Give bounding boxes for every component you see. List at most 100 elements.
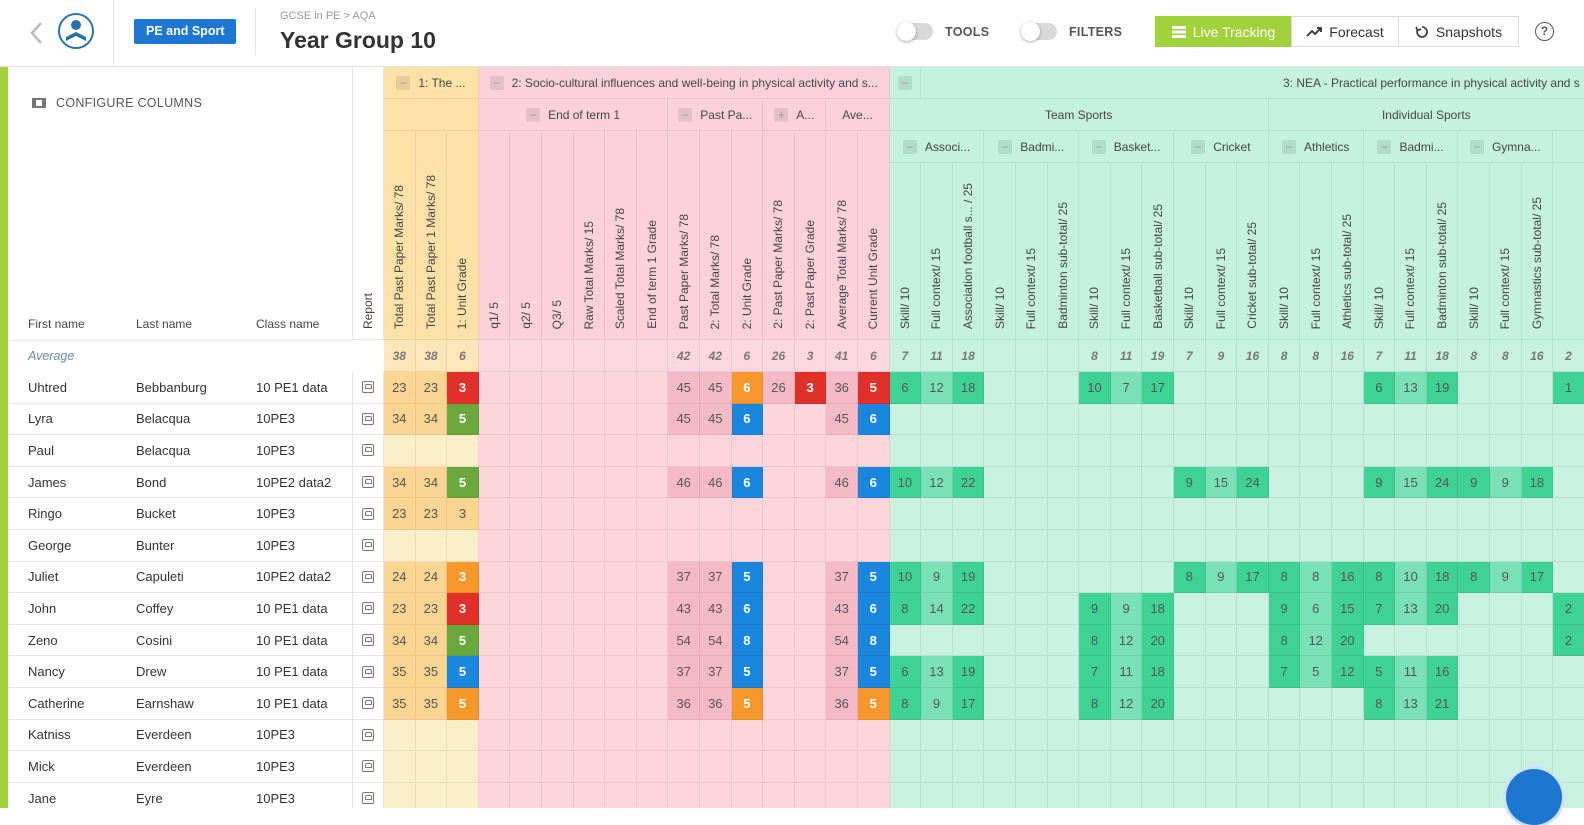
score-cell[interactable] — [858, 498, 890, 530]
score-cell[interactable] — [1237, 782, 1269, 808]
score-cell[interactable] — [1490, 656, 1522, 688]
score-cell[interactable] — [1047, 561, 1080, 594]
score-cell[interactable] — [1300, 372, 1332, 404]
score-cell[interactable] — [1110, 435, 1143, 467]
group-header[interactable]: −1: The ... — [384, 67, 479, 99]
score-cell[interactable] — [605, 624, 637, 657]
score-cell[interactable] — [1458, 435, 1490, 467]
score-cell[interactable] — [1047, 719, 1080, 752]
score-cell[interactable] — [384, 782, 416, 808]
score-cell[interactable] — [1205, 782, 1238, 808]
score-cell[interactable]: 11 — [1110, 656, 1143, 688]
score-cell[interactable]: 14 — [921, 593, 953, 625]
score-cell[interactable] — [921, 435, 953, 467]
filters-toggle[interactable] — [1021, 22, 1057, 41]
score-cell[interactable] — [1079, 530, 1111, 562]
score-cell[interactable] — [636, 593, 669, 625]
score-cell[interactable] — [573, 498, 606, 530]
score-cell[interactable] — [636, 435, 669, 467]
score-cell[interactable] — [573, 751, 606, 783]
score-cell[interactable] — [1363, 782, 1396, 808]
report-button[interactable] — [352, 372, 384, 404]
score-cell[interactable]: 7 — [1268, 656, 1301, 688]
score-cell[interactable] — [605, 782, 637, 808]
score-cell[interactable]: 6 — [731, 466, 764, 499]
score-cell[interactable] — [1553, 498, 1584, 530]
score-cell[interactable]: 8 — [858, 624, 890, 657]
score-cell[interactable]: 8 — [1079, 624, 1111, 657]
score-cell[interactable] — [1205, 719, 1238, 752]
score-cell[interactable]: 46 — [826, 466, 858, 499]
score-cell[interactable] — [573, 403, 606, 436]
score-cell[interactable] — [605, 435, 637, 467]
score-cell[interactable] — [1110, 403, 1143, 436]
column-header[interactable]: Current Unit Grade — [858, 131, 890, 340]
score-cell[interactable] — [573, 530, 606, 562]
group-header[interactable]: Team Sports — [889, 99, 1269, 131]
score-cell[interactable] — [1426, 435, 1459, 467]
score-cell[interactable]: 5 — [447, 403, 479, 436]
score-cell[interactable] — [1047, 498, 1080, 530]
score-cell[interactable] — [478, 372, 511, 404]
score-cell[interactable] — [858, 435, 890, 467]
score-cell[interactable] — [1300, 403, 1332, 436]
score-cell[interactable] — [984, 593, 1016, 625]
score-cell[interactable] — [1174, 530, 1206, 562]
score-cell[interactable] — [1174, 656, 1206, 688]
score-cell[interactable] — [952, 530, 985, 562]
score-cell[interactable] — [1426, 498, 1459, 530]
score-cell[interactable] — [605, 656, 637, 688]
score-cell[interactable] — [1300, 719, 1332, 752]
score-cell[interactable]: 24 — [1426, 466, 1459, 499]
column-header[interactable]: Skill/ 10 — [1458, 163, 1490, 340]
group-header[interactable]: − Cricket — [1174, 131, 1269, 163]
column-header[interactable]: 2: Total Marks/ 78 — [700, 131, 732, 340]
score-cell[interactable]: 23 — [384, 593, 416, 625]
collapse-icon[interactable]: − — [1282, 139, 1297, 154]
score-cell[interactable] — [478, 624, 511, 657]
score-cell[interactable] — [1426, 624, 1459, 657]
score-cell[interactable]: 13 — [921, 656, 953, 688]
score-cell[interactable] — [1458, 498, 1490, 530]
score-cell[interactable] — [1205, 593, 1238, 625]
score-cell[interactable] — [1490, 719, 1522, 752]
score-cell[interactable]: 23 — [415, 593, 448, 625]
score-cell[interactable] — [1521, 688, 1554, 720]
score-cell[interactable] — [573, 561, 606, 594]
score-cell[interactable] — [573, 688, 606, 720]
score-cell[interactable]: 9 — [1079, 593, 1111, 625]
score-cell[interactable] — [1363, 751, 1396, 783]
column-header[interactable]: Scaled Total Marks/ 78 — [605, 131, 637, 340]
score-cell[interactable]: 8 — [1363, 561, 1396, 594]
score-cell[interactable] — [794, 751, 827, 783]
score-cell[interactable] — [1047, 656, 1080, 688]
score-cell[interactable] — [826, 530, 858, 562]
score-cell[interactable] — [510, 624, 542, 657]
score-cell[interactable] — [1521, 403, 1554, 436]
score-cell[interactable] — [1205, 751, 1238, 783]
score-cell[interactable] — [1268, 719, 1301, 752]
score-cell[interactable] — [1016, 403, 1048, 436]
score-cell[interactable] — [542, 466, 574, 499]
score-cell[interactable] — [1079, 403, 1111, 436]
score-cell[interactable] — [1490, 498, 1522, 530]
score-cell[interactable]: 18 — [1142, 593, 1174, 625]
score-cell[interactable] — [1458, 624, 1490, 657]
score-cell[interactable] — [510, 561, 542, 594]
score-cell[interactable] — [1363, 719, 1396, 752]
score-cell[interactable] — [984, 624, 1016, 657]
score-cell[interactable]: 36 — [826, 688, 858, 720]
score-cell[interactable] — [1174, 372, 1206, 404]
breadcrumb[interactable]: GCSE in PE > AQA — [280, 10, 376, 22]
report-button[interactable] — [352, 593, 384, 625]
score-cell[interactable]: 5 — [731, 688, 764, 720]
score-cell[interactable] — [921, 751, 953, 783]
score-cell[interactable] — [478, 466, 511, 499]
column-header[interactable]: Total Past Paper Marks/ 78 — [384, 131, 416, 340]
score-cell[interactable]: 9 — [1458, 466, 1490, 499]
score-cell[interactable]: 10 — [1079, 372, 1111, 404]
score-cell[interactable] — [1521, 372, 1554, 404]
score-cell[interactable] — [1205, 530, 1238, 562]
score-cell[interactable] — [415, 782, 448, 808]
score-cell[interactable]: 22 — [952, 466, 985, 499]
